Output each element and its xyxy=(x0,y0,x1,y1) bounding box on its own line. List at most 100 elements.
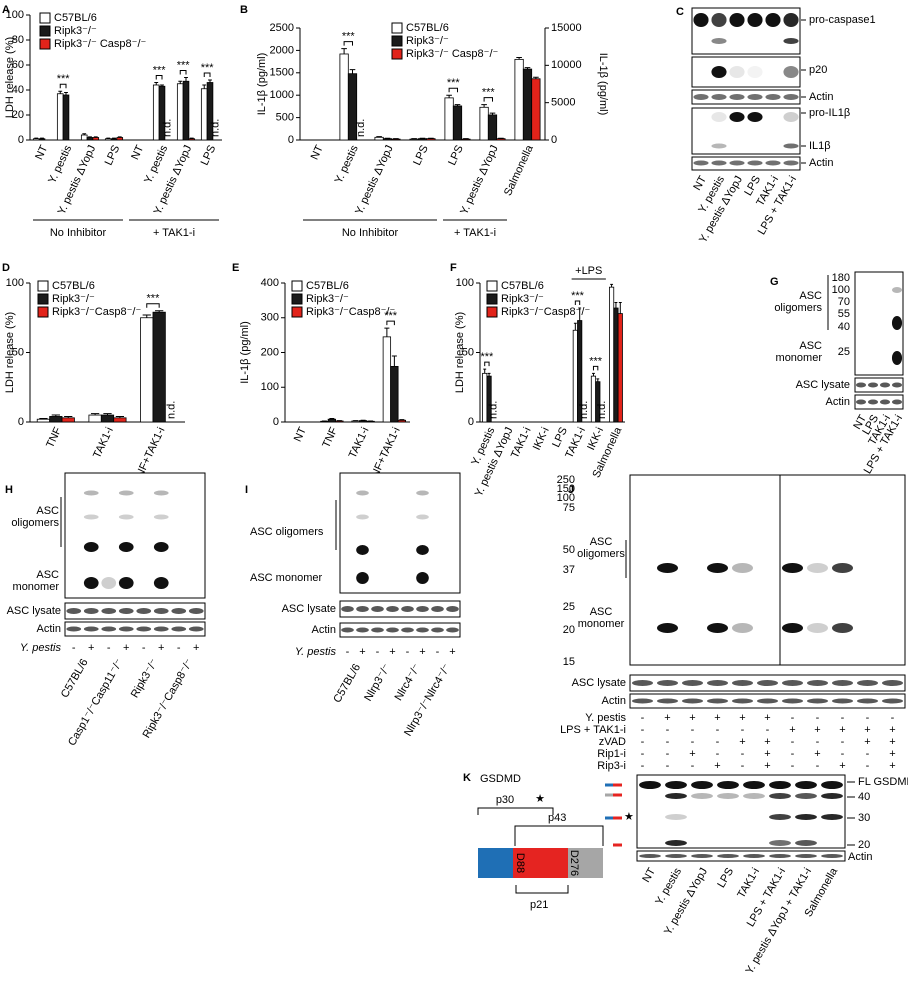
error-bar xyxy=(64,92,68,95)
sign: + xyxy=(764,760,770,772)
x-tick-label: LPS xyxy=(411,143,431,167)
band xyxy=(821,854,843,858)
y-tick-label: 50 xyxy=(12,346,24,358)
bar xyxy=(617,313,623,423)
bar xyxy=(339,53,349,141)
bar xyxy=(110,138,118,141)
sign: + xyxy=(739,736,745,748)
band xyxy=(855,399,867,405)
band xyxy=(783,66,799,78)
band xyxy=(711,112,727,122)
band xyxy=(691,781,713,789)
sign: - xyxy=(346,646,350,658)
bar xyxy=(590,375,597,423)
bar xyxy=(49,416,63,423)
domain xyxy=(478,848,513,878)
blot-frame xyxy=(64,602,206,620)
legend-swatch xyxy=(291,280,303,292)
band xyxy=(386,627,399,633)
band xyxy=(416,606,429,612)
significance-label: *** xyxy=(480,351,494,363)
significance-label: *** xyxy=(447,77,461,89)
band xyxy=(717,781,739,789)
legend-label: Ripk3⁻/⁻ xyxy=(501,293,544,305)
band xyxy=(729,112,745,122)
panel-letter: D xyxy=(2,262,10,274)
bar xyxy=(113,417,127,423)
band xyxy=(118,577,134,589)
x-tick-label: NT xyxy=(309,143,326,162)
band xyxy=(821,814,843,820)
bar xyxy=(479,106,489,141)
sign: - xyxy=(716,724,720,736)
genotype-label: C57BL/6 xyxy=(59,657,91,700)
band xyxy=(711,160,727,166)
x-tick-label: TNF xyxy=(320,425,340,450)
legend-label: C57BL/6 xyxy=(52,280,95,292)
bar xyxy=(613,307,619,423)
mw-label: 100 xyxy=(557,492,575,504)
error-bar xyxy=(202,84,207,89)
band xyxy=(83,626,99,632)
legend-swatch xyxy=(486,280,498,292)
sign: - xyxy=(741,748,745,760)
band xyxy=(743,781,765,789)
mw-label: 25 xyxy=(563,601,575,613)
bar xyxy=(487,114,498,141)
band xyxy=(66,608,82,614)
sign: + xyxy=(889,736,895,748)
mw-label: 37 xyxy=(563,564,575,576)
error-bar xyxy=(329,418,335,420)
sign: - xyxy=(666,760,670,772)
band xyxy=(711,38,727,44)
band xyxy=(782,698,803,704)
bar xyxy=(496,138,506,141)
band xyxy=(707,563,728,573)
band xyxy=(431,606,444,612)
significance-label: *** xyxy=(482,87,496,99)
band xyxy=(171,608,187,614)
bar xyxy=(140,317,154,423)
sign: + xyxy=(889,724,895,736)
significance-label: *** xyxy=(342,31,356,43)
band xyxy=(136,626,152,632)
sign: - xyxy=(142,642,146,654)
value-label: n.d. xyxy=(162,119,174,137)
band xyxy=(66,626,82,632)
y-tick-label: 80 xyxy=(12,34,24,46)
sign: - xyxy=(816,760,820,772)
error-bar xyxy=(155,310,164,313)
bar xyxy=(152,84,160,141)
bracket xyxy=(515,885,569,894)
band xyxy=(657,623,678,633)
error-bar xyxy=(592,372,595,377)
blot-frame xyxy=(691,156,801,171)
band xyxy=(83,608,99,614)
error-bar xyxy=(90,413,100,416)
bar xyxy=(522,68,533,141)
diagram-title: GSDMD xyxy=(480,773,521,785)
blot-label: Actin xyxy=(312,624,336,636)
bar xyxy=(36,418,51,423)
blot-frame xyxy=(339,600,461,618)
bar xyxy=(482,372,488,423)
error-bar xyxy=(399,419,405,421)
legend-label: Ripk3⁻/⁻ xyxy=(54,25,97,37)
band xyxy=(416,545,429,555)
y-tick-label: 0 xyxy=(273,416,279,428)
band xyxy=(356,545,369,555)
sign: + xyxy=(839,760,845,772)
sign: + xyxy=(449,646,455,658)
value-label: n.d. xyxy=(487,401,499,419)
mw-label: 150 xyxy=(557,483,575,495)
blot-label: ASC oligomers xyxy=(577,536,625,560)
sign: - xyxy=(107,642,111,654)
y-tick-label: 400 xyxy=(261,277,279,289)
group-label: + TAK1-i xyxy=(454,227,496,239)
bar xyxy=(351,420,360,423)
band xyxy=(769,854,791,858)
legend-swatch xyxy=(39,25,51,37)
significance-bracket xyxy=(59,83,67,89)
band xyxy=(769,793,791,799)
band xyxy=(691,793,713,799)
